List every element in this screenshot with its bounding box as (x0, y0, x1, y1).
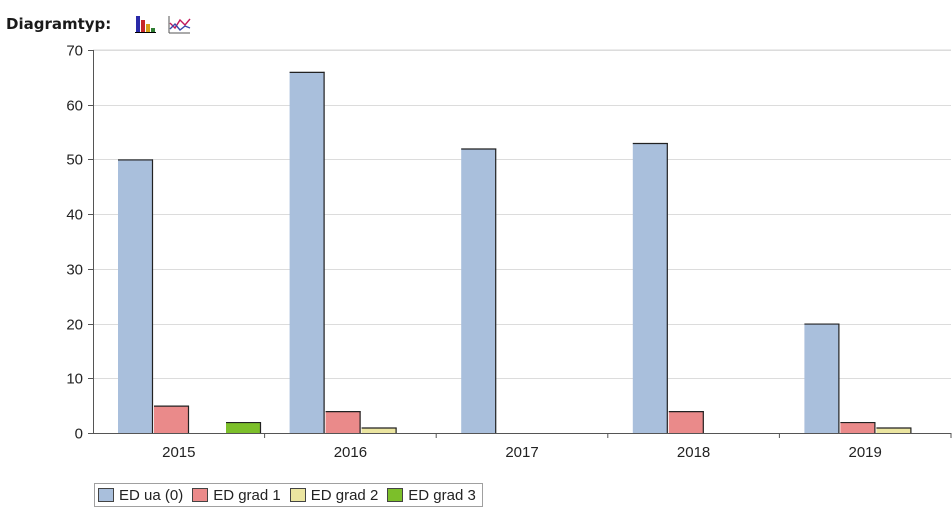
y-tick-label: 50 (66, 152, 83, 169)
y-tick-label: 70 (66, 43, 83, 60)
x-tick-label: 2015 (162, 444, 195, 461)
legend-item: ED grad 1 (192, 487, 281, 504)
chart-legend: ED ua (0) ED grad 1 ED grad 2 ED grad 3 (94, 483, 483, 507)
x-tick-label: 2018 (677, 444, 710, 461)
y-tick-label: 20 (66, 317, 83, 334)
legend-item: ED grad 2 (289, 486, 379, 504)
y-tick-label: 30 (66, 262, 83, 279)
legend-label: ED grad 3 (408, 486, 476, 504)
bar (840, 422, 876, 433)
bar-chart-type-button[interactable] (131, 11, 159, 37)
bar-chart: 0 10 20 30 40 50 60 70 2015 2016 2017 2018 2019 (66, 43, 952, 461)
y-tick-label: 60 (66, 98, 83, 115)
x-tick-label: 2016 (334, 444, 367, 461)
legend-swatch (289, 488, 306, 502)
bar (876, 427, 912, 433)
bar (668, 411, 704, 433)
bar (361, 427, 397, 433)
legend-swatch (387, 488, 404, 502)
legend-swatch (98, 488, 114, 502)
bar (226, 422, 261, 433)
x-tick-label: 2019 (849, 444, 882, 461)
x-tick-label: 2017 (505, 444, 538, 461)
bar (632, 143, 668, 433)
bar (804, 323, 840, 433)
line-chart-icon (168, 16, 191, 34)
legend-item: ED ua (0) (98, 487, 183, 504)
y-tick-label: 0 (75, 426, 83, 443)
legend-swatch (192, 488, 209, 502)
legend-label: ED ua (0) (119, 486, 184, 504)
bar (325, 411, 361, 433)
y-tick-label: 40 (66, 207, 83, 224)
bar (118, 159, 153, 433)
y-tick-label: 10 (66, 371, 83, 388)
legend-label: ED grad 2 (310, 486, 379, 504)
chart-type-label: Diagramtyp: (6, 15, 112, 33)
bar (289, 71, 325, 433)
bar-chart-icon (135, 16, 157, 33)
bar (461, 148, 497, 433)
legend-label: ED grad 1 (213, 486, 281, 504)
chart-type-toolbar: Diagramtyp: (6, 10, 199, 38)
line-chart-type-button[interactable] (165, 11, 193, 37)
bar (154, 405, 189, 433)
legend-item: ED grad 3 (387, 487, 476, 504)
